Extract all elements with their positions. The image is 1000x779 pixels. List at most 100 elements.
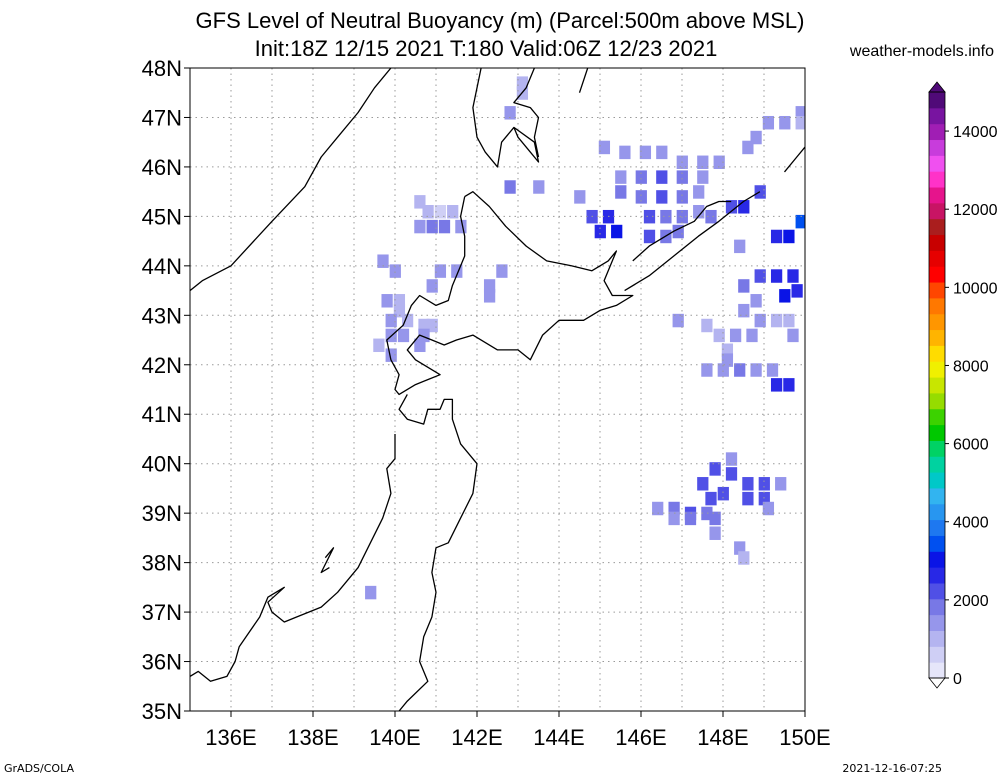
- colorbar-segment: [929, 598, 945, 616]
- lnb-cell: [738, 279, 750, 293]
- lnb-cell: [762, 501, 775, 516]
- lnb-cell: [385, 313, 397, 328]
- colorbar-segment: [929, 614, 945, 631]
- coast-line: [190, 434, 396, 682]
- longitude-ticks: 136E 138E 140E 142E 144E 146E 148E 150E: [205, 711, 831, 750]
- lnb-cell: [414, 338, 426, 353]
- lnb-cell: [725, 200, 738, 214]
- x-tick-label: 140E: [369, 725, 420, 750]
- lnb-cell: [504, 106, 516, 120]
- colorbar-segment: [929, 123, 945, 141]
- lnb-cell: [377, 254, 389, 268]
- colorbar-segment: [929, 234, 945, 251]
- colorbar-segment: [929, 456, 945, 473]
- lnb-cell: [574, 190, 586, 204]
- footer-software: GrADS/COLA: [4, 762, 74, 775]
- lnb-cell: [766, 363, 779, 377]
- lnb-cell: [676, 170, 688, 184]
- lnb-cell: [705, 209, 717, 224]
- lnb-cell: [693, 185, 705, 199]
- lnb-cell: [787, 269, 799, 283]
- colorbar-segment: [929, 519, 945, 536]
- lnb-cell: [705, 491, 717, 506]
- lnb-cell: [426, 279, 438, 293]
- lnb-cell: [619, 145, 631, 160]
- colorbar-segment: [929, 107, 945, 125]
- lnb-cell: [795, 115, 805, 130]
- colorbar-segment: [929, 202, 945, 220]
- lnb-cell: [434, 205, 447, 219]
- lnb-cell: [483, 279, 496, 293]
- lnb-cell: [414, 219, 426, 234]
- lnb-cell: [758, 477, 770, 491]
- coast-line: [624, 191, 761, 292]
- lnb-cell: [414, 195, 426, 209]
- coast-line: [783, 146, 805, 173]
- lnb-cell: [401, 313, 414, 328]
- lnb-cell: [455, 219, 467, 234]
- colorbar-segment: [929, 266, 945, 283]
- colorbar: [928, 81, 946, 689]
- colorbar-segment: [929, 361, 945, 378]
- lnb-cell: [672, 313, 684, 328]
- x-tick-label: 144E: [533, 725, 584, 750]
- lnb-cell: [770, 313, 783, 328]
- lnb-cell: [652, 501, 664, 516]
- footer-timestamp: 2021-12-16-07:25: [842, 762, 942, 775]
- colorbar-segment: [929, 487, 945, 505]
- lnb-cell: [725, 467, 738, 481]
- lnb-cell: [783, 313, 795, 328]
- lnb-cell: [385, 348, 397, 362]
- coast-line: [472, 68, 540, 168]
- lnb-cell: [697, 170, 709, 184]
- lnb-cell: [418, 318, 430, 333]
- lnb-cell: [660, 209, 672, 224]
- lnb-cell: [701, 506, 713, 521]
- lnb-cell: [697, 477, 709, 491]
- colorbar-label: 2000: [953, 593, 989, 610]
- y-tick-label: 42N: [142, 353, 182, 378]
- colorbar-segment: [929, 440, 945, 457]
- lnb-cell: [770, 229, 783, 244]
- lnb-cell: [795, 106, 805, 120]
- coast-line: [190, 68, 392, 292]
- lnb-cell: [738, 551, 750, 565]
- colorbar-segment: [929, 424, 945, 441]
- lnb-cell: [787, 328, 799, 343]
- lnb-cell: [393, 294, 406, 308]
- lnb-cell: [770, 378, 783, 392]
- y-tick-label: 48N: [142, 56, 182, 81]
- lnb-cell: [734, 363, 746, 377]
- colorbar-segment: [929, 250, 945, 267]
- lnb-cell: [426, 219, 438, 234]
- y-tick-label: 36N: [142, 650, 182, 675]
- lnb-cell: [770, 269, 783, 283]
- lnb-cell: [672, 224, 684, 239]
- lnb-cell: [750, 294, 762, 308]
- x-tick-label: 150E: [779, 725, 830, 750]
- lnb-cell: [791, 284, 803, 298]
- lnb-cell: [635, 190, 647, 204]
- lnb-cell: [754, 269, 766, 283]
- lnb-cell: [451, 264, 463, 278]
- colorbar-segment: [929, 92, 945, 109]
- lnb-cell: [754, 313, 766, 328]
- lnb-cell: [598, 140, 611, 155]
- lnb-cell: [709, 526, 721, 540]
- lnb-cell: [594, 224, 606, 239]
- coast-line: [320, 547, 335, 574]
- lnb-cell: [717, 486, 729, 501]
- y-tick-label: 44N: [142, 254, 182, 279]
- colorbar-label: 6000: [953, 437, 989, 454]
- lnb-cell: [779, 115, 791, 130]
- lnb-cell: [533, 180, 545, 194]
- lnb-cell: [615, 170, 627, 184]
- plot-frame: [189, 67, 806, 712]
- colorbar-segment: [929, 408, 945, 426]
- y-tick-label: 39N: [142, 501, 182, 526]
- lnb-cell: [656, 170, 668, 184]
- lnb-cell: [742, 140, 754, 155]
- coastline: [190, 68, 805, 711]
- lnb-cell: [783, 229, 795, 244]
- lnb-cell: [697, 155, 709, 170]
